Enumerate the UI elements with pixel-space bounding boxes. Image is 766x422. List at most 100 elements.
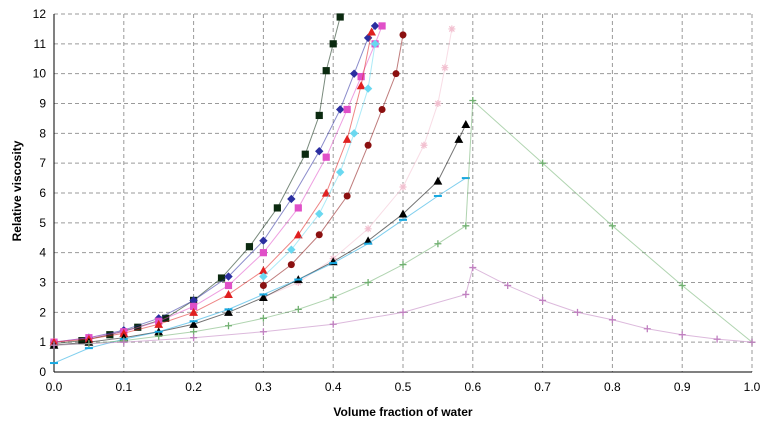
data-point xyxy=(678,331,686,339)
y-tick-label: 10 xyxy=(33,67,47,81)
x-tick-label: 0.8 xyxy=(604,380,621,394)
data-point xyxy=(225,322,232,330)
data-point xyxy=(356,81,366,90)
data-point xyxy=(343,192,351,200)
data-point xyxy=(259,266,268,275)
data-point xyxy=(259,249,267,257)
data-point xyxy=(273,204,281,212)
y-tick-label: 3 xyxy=(39,276,46,290)
series xyxy=(50,97,756,349)
data-point xyxy=(217,274,226,282)
data-point xyxy=(329,320,337,328)
data-point xyxy=(364,225,372,233)
series-line xyxy=(53,16,341,345)
data-point xyxy=(364,279,372,286)
data-point xyxy=(748,338,756,346)
y-tick-label: 6 xyxy=(39,186,46,200)
data-point xyxy=(349,129,359,138)
data-point xyxy=(315,111,323,120)
data-point xyxy=(224,307,233,316)
y-tick-label: 11 xyxy=(34,37,47,51)
data-point xyxy=(190,328,198,336)
data-point xyxy=(454,134,464,143)
data-point xyxy=(539,159,547,167)
data-point xyxy=(259,293,268,302)
data-point xyxy=(420,141,428,149)
data-point xyxy=(329,40,337,48)
data-point xyxy=(399,183,407,191)
x-tick-label: 0.6 xyxy=(464,380,481,394)
x-tick-label: 0.5 xyxy=(395,380,412,394)
data-point xyxy=(343,105,351,114)
series xyxy=(50,13,344,348)
data-point xyxy=(259,314,267,322)
data-point xyxy=(433,176,443,185)
data-point xyxy=(357,73,365,81)
series-line xyxy=(53,31,373,343)
series xyxy=(259,39,380,281)
data-point xyxy=(399,308,407,316)
data-point xyxy=(259,328,267,336)
data-point xyxy=(713,335,721,343)
y-axis-title: Relative viscosity xyxy=(10,140,24,241)
data-point xyxy=(370,21,380,31)
x-axis-title: Volume fraction of water xyxy=(333,405,472,419)
y-tick-label: 2 xyxy=(39,305,46,319)
data-point xyxy=(119,328,129,337)
data-point xyxy=(335,105,345,114)
data-point xyxy=(392,70,400,78)
data-point xyxy=(259,281,267,289)
x-tick-label: 0.7 xyxy=(534,380,551,394)
data-point xyxy=(399,31,407,39)
data-point xyxy=(301,150,309,158)
data-point xyxy=(461,119,471,128)
data-point xyxy=(539,296,547,304)
data-point xyxy=(322,67,330,75)
data-point xyxy=(287,245,296,254)
x-tick-label: 0.9 xyxy=(674,380,691,394)
x-tick-label: 0.2 xyxy=(185,380,202,394)
data-point xyxy=(259,236,268,245)
y-tick-label: 4 xyxy=(39,246,46,260)
data-point xyxy=(190,302,198,310)
series-line xyxy=(53,99,753,346)
data-point xyxy=(294,305,302,313)
data-point xyxy=(322,153,330,161)
data-point xyxy=(155,332,163,340)
series-line xyxy=(53,266,753,346)
series xyxy=(49,27,376,346)
data-point xyxy=(224,281,233,290)
x-tick-label: 0.0 xyxy=(46,380,63,394)
data-point xyxy=(50,341,58,349)
data-point xyxy=(154,319,164,328)
data-point xyxy=(224,272,233,281)
data-point xyxy=(469,97,477,105)
series xyxy=(259,31,407,289)
y-tick-label: 0 xyxy=(39,365,46,379)
data-point xyxy=(608,316,616,324)
data-point xyxy=(462,222,470,230)
data-point xyxy=(399,261,407,269)
data-point xyxy=(643,325,651,333)
data-point xyxy=(120,338,128,346)
data-point xyxy=(189,296,198,305)
series xyxy=(50,264,756,349)
series-layer xyxy=(49,13,756,365)
data-point xyxy=(293,230,303,239)
data-point xyxy=(190,334,198,342)
data-point xyxy=(448,25,456,33)
y-tick-label: 9 xyxy=(39,97,46,111)
y-tick-label: 8 xyxy=(39,126,46,140)
y-tick-label: 12 xyxy=(33,7,47,21)
data-point xyxy=(342,134,352,143)
data-point xyxy=(608,222,616,230)
data-point xyxy=(434,100,442,107)
data-point xyxy=(189,307,198,316)
data-point xyxy=(335,167,345,177)
data-point xyxy=(78,337,86,345)
data-point xyxy=(287,194,296,204)
data-point xyxy=(315,231,323,239)
series-line xyxy=(53,124,467,346)
data-point xyxy=(259,272,268,281)
x-tick-label: 0.4 xyxy=(325,380,342,394)
